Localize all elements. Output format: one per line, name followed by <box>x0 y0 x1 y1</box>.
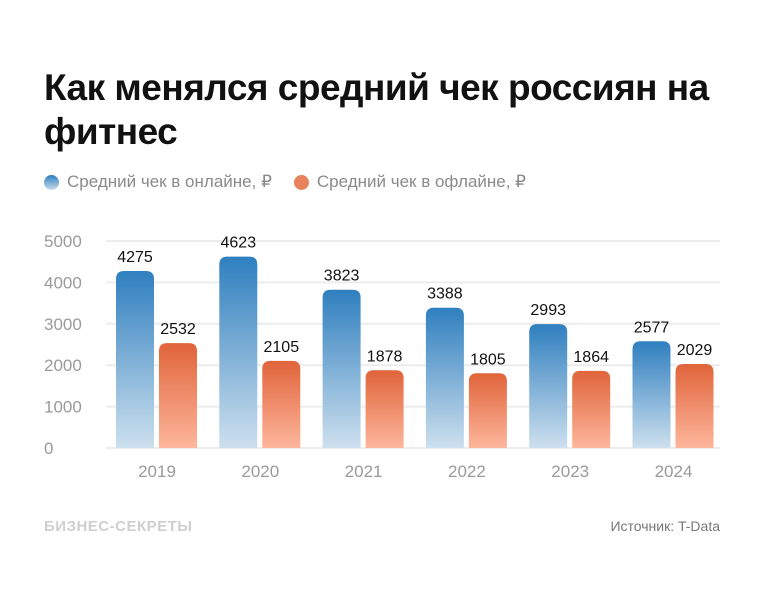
legend-label-online: Средний чек в онлайне, ₽ <box>67 172 272 191</box>
source-note: Источник: T-Data <box>610 518 720 534</box>
legend-label-offline: Средний чек в офлайне, ₽ <box>316 172 526 191</box>
x-tick-label: 2021 <box>345 462 383 481</box>
data-label: 4623 <box>221 235 257 252</box>
data-label: 4275 <box>117 249 153 266</box>
x-tick-label: 2020 <box>241 462 279 481</box>
brand-logo: БИЗНЕС-СЕКРЕТЫ <box>44 518 193 535</box>
legend: Средний чек в онлайне, ₽ Средний чек в о… <box>44 172 526 192</box>
y-tick-label: 1000 <box>44 398 82 417</box>
legend-item-online: Средний чек в онлайне, ₽ <box>44 172 272 192</box>
y-tick-label: 3000 <box>44 315 82 334</box>
chart-title: Как менялся средний чек россиян на фитне… <box>44 67 709 152</box>
data-label: 1805 <box>470 351 506 368</box>
bar-offline <box>572 370 611 448</box>
data-label: 2029 <box>677 342 713 359</box>
legend-swatch-offline <box>293 174 309 190</box>
data-label: 2577 <box>634 319 670 336</box>
legend-item-offline: Средний чек в офлайне, ₽ <box>293 172 526 192</box>
data-label: 1864 <box>573 349 609 366</box>
bar-online <box>322 289 361 448</box>
bar-offline <box>159 343 197 448</box>
x-tick-label: 2022 <box>448 462 486 481</box>
bar-online <box>116 271 154 448</box>
legend-swatch-online <box>44 174 59 190</box>
bar-offline <box>675 363 714 448</box>
y-tick-label: 4000 <box>44 273 82 292</box>
bar-offline <box>468 373 507 448</box>
data-label: 2105 <box>264 339 300 356</box>
data-label: 1878 <box>367 348 403 365</box>
bar-online <box>529 324 568 448</box>
data-label: 3823 <box>324 268 360 285</box>
bar-online <box>632 341 671 448</box>
y-tick-label: 5000 <box>44 232 82 251</box>
bar-offline <box>365 370 404 448</box>
y-tick-label: 2000 <box>44 356 82 375</box>
x-tick-label: 2019 <box>138 462 176 481</box>
data-label: 3388 <box>427 286 463 303</box>
data-label: 2532 <box>160 321 196 338</box>
x-tick-label: 2023 <box>551 462 589 481</box>
bar-offline <box>262 360 301 448</box>
x-tick-label: 2024 <box>655 462 693 481</box>
y-tick-label: 0 <box>44 439 53 458</box>
bar-online <box>219 256 258 448</box>
data-label: 2993 <box>530 302 566 319</box>
bar-online <box>425 307 464 448</box>
